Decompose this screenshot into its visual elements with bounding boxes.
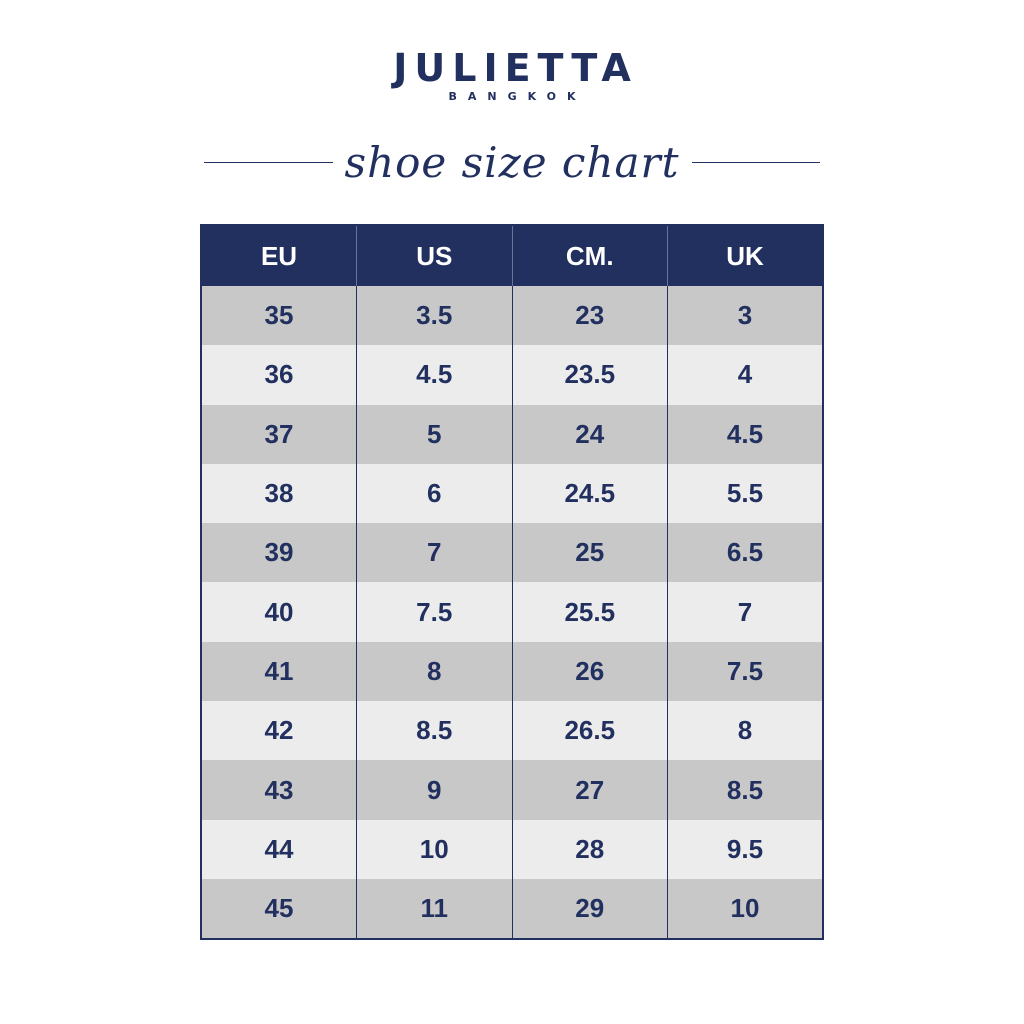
cell-uk: 9.5	[667, 819, 823, 879]
cell-eu: 45	[201, 878, 357, 940]
cell-cm: 23.5	[512, 345, 668, 405]
cell-us: 7.5	[356, 582, 513, 642]
cell-cm: 24.5	[512, 463, 668, 524]
cell-us: 11	[356, 878, 513, 940]
cell-cm: 29	[512, 878, 668, 940]
cell-us: 8.5	[356, 701, 513, 761]
header-eu: EU	[201, 225, 357, 286]
cell-eu: 43	[201, 760, 357, 820]
cell-us: 5	[356, 404, 513, 464]
table-row: 43 9 27 8.5	[201, 760, 823, 820]
cell-eu: 38	[201, 463, 357, 524]
cell-uk: 6.5	[667, 523, 823, 583]
table-row: 36 4.5 23.5 4	[201, 345, 823, 405]
cell-us: 8	[356, 641, 513, 702]
cell-uk: 7	[667, 582, 823, 642]
cell-us: 10	[356, 819, 513, 879]
header-cm: CM.	[512, 225, 668, 286]
cell-cm: 26.5	[512, 701, 668, 761]
cell-us: 9	[356, 760, 513, 820]
size-table: EU US CM. UK 35 3.5 23 3 36 4.5 23.5 4 37 5 24 4.5 3…	[200, 224, 824, 941]
cell-us: 4.5	[356, 345, 513, 405]
brand-logo: JULIETTA BANGKOK	[0, 48, 1024, 103]
cell-uk: 10	[667, 878, 823, 940]
title-rule-right	[691, 161, 821, 163]
table-row: 38 6 24.5 5.5	[201, 463, 823, 524]
table-row: 39 7 25 6.5	[201, 523, 823, 583]
cell-uk: 4.5	[667, 404, 823, 464]
table-row: 41 8 26 7.5	[201, 641, 823, 702]
table-body: 35 3.5 23 3 36 4.5 23.5 4 37 5 24 4.5 38 6 24.5 5.5 39 7 2…	[201, 286, 823, 940]
cell-uk: 4	[667, 345, 823, 405]
cell-uk: 5.5	[667, 463, 823, 524]
cell-cm: 24	[512, 404, 668, 464]
table-row: 40 7.5 25.5 7	[201, 582, 823, 642]
table-row: 45 11 29 10	[201, 878, 823, 940]
brand-name: JULIETTA	[393, 46, 638, 90]
header-uk: UK	[667, 225, 823, 286]
cell-eu: 44	[201, 819, 357, 879]
table-row: 35 3.5 23 3	[201, 286, 823, 346]
cell-eu: 35	[201, 286, 357, 346]
cell-cm: 28	[512, 819, 668, 879]
table-row: 42 8.5 26.5 8	[201, 701, 823, 761]
title-row: shoe size chart	[204, 134, 821, 190]
cell-eu: 40	[201, 582, 357, 642]
cell-cm: 23	[512, 286, 668, 346]
brand-subtitle: BANGKOK	[448, 90, 587, 103]
page-title: shoe size chart	[344, 137, 680, 187]
cell-cm: 25	[512, 523, 668, 583]
cell-eu: 39	[201, 523, 357, 583]
cell-uk: 8.5	[667, 760, 823, 820]
cell-us: 7	[356, 523, 513, 583]
cell-us: 3.5	[356, 286, 513, 346]
table-row: 37 5 24 4.5	[201, 404, 823, 464]
cell-cm: 26	[512, 641, 668, 702]
table-row: 44 10 28 9.5	[201, 819, 823, 879]
cell-uk: 3	[667, 286, 823, 346]
header-row: EU US CM. UK	[201, 225, 823, 286]
title-rule-left	[204, 161, 333, 163]
cell-uk: 8	[667, 701, 823, 761]
cell-uk: 7.5	[667, 641, 823, 702]
cell-cm: 25.5	[512, 582, 668, 642]
header-us: US	[356, 225, 513, 286]
cell-cm: 27	[512, 760, 668, 820]
cell-eu: 36	[201, 345, 357, 405]
cell-eu: 42	[201, 701, 357, 761]
cell-eu: 37	[201, 404, 357, 464]
cell-eu: 41	[201, 641, 357, 702]
cell-us: 6	[356, 463, 513, 524]
